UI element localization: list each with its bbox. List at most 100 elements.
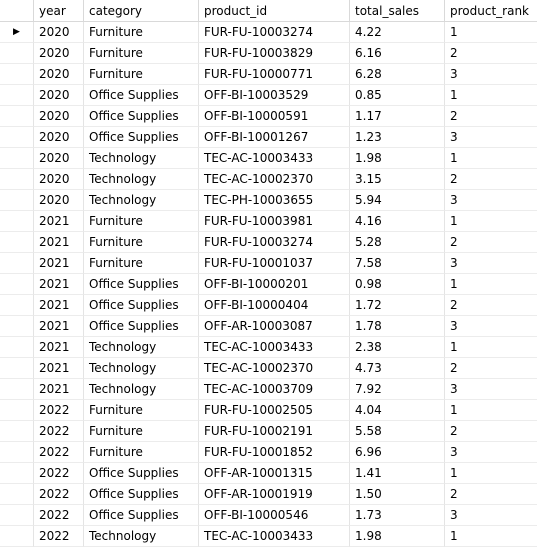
total-sales-cell[interactable]: 7.92 [350,379,445,400]
product-id-cell[interactable]: OFF-BI-10001267 [199,127,350,148]
category-cell[interactable]: Furniture [84,232,199,253]
total-sales-cell[interactable]: 5.58 [350,421,445,442]
table-row[interactable]: 2020 Technology TEC-AC-10003433 1.98 1 [0,148,537,169]
total-sales-cell[interactable]: 4.04 [350,400,445,421]
year-cell[interactable]: 2020 [34,148,84,169]
total-sales-cell[interactable]: 1.98 [350,526,445,547]
year-cell[interactable]: 2021 [34,253,84,274]
product-id-cell[interactable]: FUR-FU-10003829 [199,43,350,64]
product-rank-cell[interactable]: 2 [445,358,537,379]
product-id-cell[interactable]: TEC-AC-10002370 [199,169,350,190]
row-selector[interactable] [0,358,34,379]
table-row[interactable]: 2020 Furniture FUR-FU-10003829 6.16 2 [0,43,537,64]
total-sales-cell[interactable]: 5.28 [350,232,445,253]
year-cell[interactable]: 2020 [34,22,84,43]
product-id-cell[interactable]: FUR-FU-10003274 [199,232,350,253]
category-cell[interactable]: Technology [84,358,199,379]
year-cell[interactable]: 2022 [34,400,84,421]
table-row[interactable]: 2021 Technology TEC-AC-10003709 7.92 3 [0,379,537,400]
product-rank-cell[interactable]: 1 [445,85,537,106]
category-cell[interactable]: Office Supplies [84,85,199,106]
total-sales-cell[interactable]: 1.98 [350,148,445,169]
product-rank-cell[interactable]: 1 [445,211,537,232]
column-header-total-sales[interactable]: total_sales [350,0,445,21]
category-cell[interactable]: Furniture [84,43,199,64]
product-rank-cell[interactable]: 3 [445,379,537,400]
product-id-cell[interactable]: OFF-BI-10000404 [199,295,350,316]
category-cell[interactable]: Furniture [84,211,199,232]
total-sales-cell[interactable]: 3.15 [350,169,445,190]
category-cell[interactable]: Technology [84,148,199,169]
total-sales-cell[interactable]: 1.72 [350,295,445,316]
column-header-product-id[interactable]: product_id [199,0,350,21]
total-sales-cell[interactable]: 6.16 [350,43,445,64]
table-row[interactable]: 2022 Furniture FUR-FU-10002505 4.04 1 [0,400,537,421]
product-id-cell[interactable]: TEC-AC-10003433 [199,148,350,169]
product-id-cell[interactable]: FUR-FU-10000771 [199,64,350,85]
table-row[interactable]: 2020 Furniture FUR-FU-10000771 6.28 3 [0,64,537,85]
table-row[interactable]: 2021 Furniture FUR-FU-10003981 4.16 1 [0,211,537,232]
row-selector[interactable] [0,190,34,211]
year-cell[interactable]: 2022 [34,505,84,526]
row-selector[interactable] [0,43,34,64]
row-selector[interactable] [0,442,34,463]
product-id-cell[interactable]: OFF-AR-10003087 [199,316,350,337]
category-cell[interactable]: Furniture [84,253,199,274]
table-row[interactable]: 2021 Office Supplies OFF-BI-10000201 0.98 1 [0,274,537,295]
product-rank-cell[interactable]: 1 [445,400,537,421]
table-row[interactable]: 2020 Technology TEC-AC-10002370 3.15 2 [0,169,537,190]
product-rank-cell[interactable]: 2 [445,169,537,190]
row-selector[interactable] [0,526,34,547]
row-selector[interactable] [0,463,34,484]
category-cell[interactable]: Furniture [84,421,199,442]
year-cell[interactable]: 2021 [34,274,84,295]
year-cell[interactable]: 2020 [34,43,84,64]
year-cell[interactable]: 2021 [34,232,84,253]
total-sales-cell[interactable]: 1.73 [350,505,445,526]
product-id-cell[interactable]: FUR-FU-10003274 [199,22,350,43]
product-rank-cell[interactable]: 1 [445,337,537,358]
product-rank-cell[interactable]: 3 [445,316,537,337]
row-selector[interactable] [0,505,34,526]
year-cell[interactable]: 2020 [34,64,84,85]
table-row[interactable]: 2022 Office Supplies OFF-BI-10000546 1.73 3 [0,505,537,526]
table-row[interactable]: 2022 Office Supplies OFF-AR-10001919 1.50 2 [0,484,537,505]
year-cell[interactable]: 2021 [34,379,84,400]
row-selector[interactable] [0,316,34,337]
product-rank-cell[interactable]: 1 [445,148,537,169]
category-cell[interactable]: Office Supplies [84,484,199,505]
product-id-cell[interactable]: OFF-BI-10000591 [199,106,350,127]
product-id-cell[interactable]: OFF-AR-10001315 [199,463,350,484]
product-rank-cell[interactable]: 2 [445,106,537,127]
row-selector[interactable] [0,211,34,232]
table-row[interactable]: 2021 Technology TEC-AC-10003433 2.38 1 [0,337,537,358]
table-row[interactable]: 2021 Office Supplies OFF-BI-10000404 1.72 2 [0,295,537,316]
product-id-cell[interactable]: TEC-AC-10002370 [199,358,350,379]
row-selector[interactable] [0,274,34,295]
product-id-cell[interactable]: TEC-AC-10003709 [199,379,350,400]
year-cell[interactable]: 2020 [34,169,84,190]
category-cell[interactable]: Office Supplies [84,127,199,148]
product-id-cell[interactable]: FUR-FU-10001037 [199,253,350,274]
category-cell[interactable]: Furniture [84,64,199,85]
total-sales-cell[interactable]: 0.85 [350,85,445,106]
product-id-cell[interactable]: FUR-FU-10002505 [199,400,350,421]
product-rank-cell[interactable]: 1 [445,526,537,547]
product-id-cell[interactable]: FUR-FU-10003981 [199,211,350,232]
category-cell[interactable]: Office Supplies [84,316,199,337]
product-id-cell[interactable]: FUR-FU-10002191 [199,421,350,442]
category-cell[interactable]: Furniture [84,442,199,463]
row-selector[interactable] [0,148,34,169]
product-id-cell[interactable]: FUR-FU-10001852 [199,442,350,463]
category-cell[interactable]: Furniture [84,400,199,421]
product-id-cell[interactable]: TEC-AC-10003433 [199,337,350,358]
row-selector[interactable] [0,295,34,316]
table-row[interactable]: 2022 Furniture FUR-FU-10001852 6.96 3 [0,442,537,463]
product-rank-cell[interactable]: 1 [445,274,537,295]
product-rank-cell[interactable]: 2 [445,421,537,442]
total-sales-cell[interactable]: 2.38 [350,337,445,358]
category-cell[interactable]: Office Supplies [84,274,199,295]
table-row[interactable]: 2022 Office Supplies OFF-AR-10001315 1.41 1 [0,463,537,484]
product-rank-cell[interactable]: 1 [445,22,537,43]
